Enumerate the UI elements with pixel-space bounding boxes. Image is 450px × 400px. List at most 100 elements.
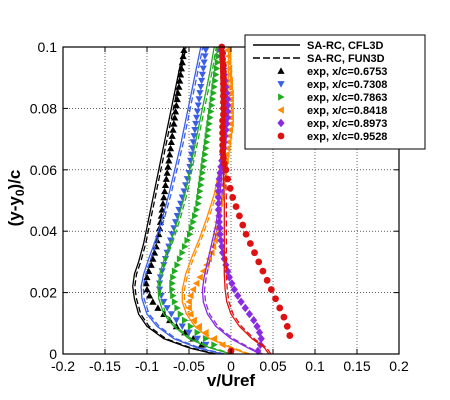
series-6-point	[222, 166, 230, 174]
series-5-point	[214, 180, 222, 190]
series-4-point	[227, 89, 234, 97]
series-6-point	[226, 184, 234, 192]
y-tick-label: 0.06	[30, 162, 57, 178]
series-1-point	[167, 138, 175, 146]
series-1-point	[145, 292, 154, 299]
series-3-point	[212, 77, 219, 85]
legend-marker	[277, 106, 284, 114]
series-4-point	[224, 58, 232, 66]
series-3-point	[169, 279, 176, 287]
series-6-point	[224, 175, 232, 183]
series-3-point	[171, 267, 179, 275]
series-6-point	[236, 212, 243, 220]
series-2-point	[190, 133, 198, 140]
x-tick-label: 0.05	[259, 358, 286, 374]
series-2-point	[202, 47, 210, 54]
series-4-point	[225, 71, 233, 79]
series-6-point	[283, 322, 291, 330]
series-6	[218, 43, 294, 355]
series-3-point	[203, 138, 211, 146]
series-2-point	[201, 53, 209, 60]
series-4-point	[224, 46, 231, 54]
series-1-fun3d-line	[134, 46, 217, 355]
legend-label: SA-RC, FUN3D	[307, 53, 385, 65]
series-5-point	[215, 174, 223, 184]
legend-box	[244, 34, 426, 150]
series-3-point	[190, 218, 197, 226]
series-6-point	[220, 68, 227, 75]
series-2-point	[172, 317, 180, 324]
series-4-point	[189, 285, 197, 294]
series-3-point	[205, 126, 212, 134]
series-3-point	[204, 132, 212, 140]
series-4-point	[195, 322, 202, 330]
series-3-point	[196, 193, 203, 202]
series-6-point	[219, 141, 227, 149]
series-6-point	[276, 304, 284, 312]
series-1-point	[165, 156, 173, 164]
series-2-point	[195, 96, 203, 103]
series-3-point	[202, 150, 209, 159]
series-3-point	[210, 89, 217, 97]
y-tick-label: 0.08	[30, 100, 57, 116]
series-6-point	[286, 332, 294, 339]
series-3-point	[201, 156, 208, 165]
series-6-point	[220, 98, 227, 106]
series-1-point	[177, 71, 185, 78]
series-5-point	[218, 156, 226, 165]
series-4-point	[210, 335, 218, 343]
series-2-point	[189, 139, 197, 146]
series-1-point	[143, 273, 151, 281]
series-3-point	[188, 224, 196, 232]
x-tick-label: -0.1	[135, 358, 159, 374]
series-3-point	[194, 328, 201, 337]
series-1-point	[170, 120, 178, 127]
series-1-point	[171, 107, 180, 115]
series-4-point	[223, 150, 230, 159]
series-2-fun3d-line	[142, 46, 225, 355]
series-3-point	[174, 261, 181, 269]
series-3-point	[181, 316, 189, 324]
series-5-point	[217, 236, 225, 245]
y-axis-title-part1: (y-y	[5, 196, 24, 227]
x-tick-label: -0.2	[51, 358, 75, 374]
y-tick-label: 0.04	[30, 223, 57, 239]
series-6-point	[220, 62, 227, 69]
series-1-point	[169, 126, 177, 133]
series-2-point	[156, 280, 164, 287]
series-3-point	[200, 163, 207, 171]
legend-marker	[277, 132, 285, 140]
series-1-point	[147, 261, 155, 268]
series-1-point	[177, 64, 186, 72]
legend-marker	[277, 67, 285, 74]
series-4-point	[225, 132, 233, 140]
series-6-point	[242, 230, 250, 238]
series-2-point	[191, 127, 199, 134]
series-1-point	[149, 255, 157, 262]
series-4-point	[185, 304, 192, 312]
series-3-point	[184, 236, 191, 245]
series-4-point	[224, 144, 231, 152]
series-3-point	[202, 144, 210, 152]
legend-marker	[277, 118, 285, 128]
series-3-point	[181, 242, 189, 251]
series-6-point	[219, 135, 227, 143]
series-2-cfl3d-line	[140, 46, 223, 355]
series-4-point	[185, 298, 192, 306]
series-1-point	[142, 279, 150, 287]
series-3-point	[187, 322, 195, 330]
series-1-point	[160, 193, 168, 201]
series-6-point	[239, 221, 247, 229]
series-1-point	[150, 249, 159, 256]
series-3-point	[213, 64, 221, 73]
series-1-point	[175, 83, 183, 90]
series-2-point	[163, 305, 171, 312]
legend-label: exp, x/c=0.9528	[307, 131, 387, 143]
series-4-point	[224, 52, 232, 60]
series-3-point	[171, 298, 179, 306]
series-3-point	[195, 199, 202, 208]
series-6-point	[219, 55, 227, 63]
series-1-point	[161, 187, 169, 195]
series-2-point	[194, 102, 202, 109]
series-3-point	[202, 335, 210, 343]
